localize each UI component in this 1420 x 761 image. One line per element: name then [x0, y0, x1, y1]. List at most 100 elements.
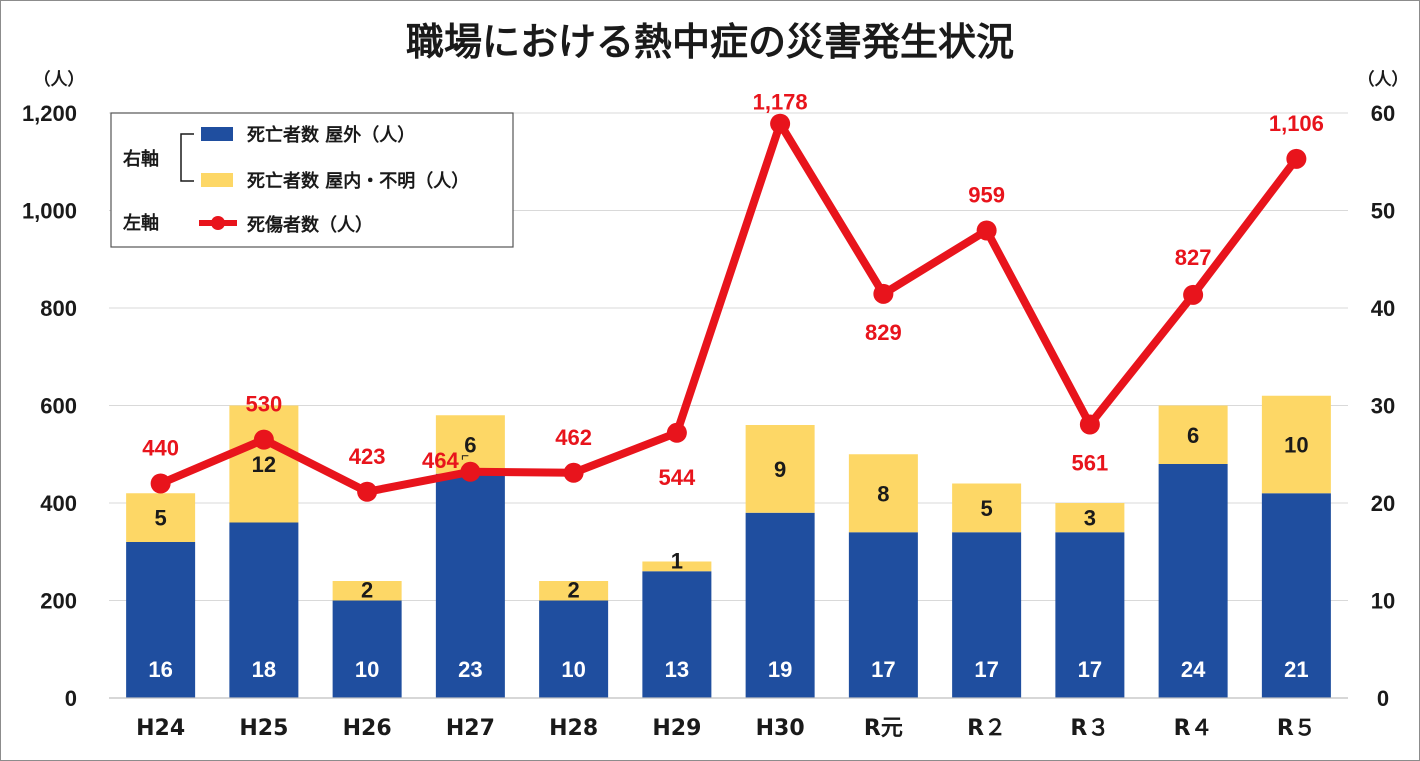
- data-label-indoor: 5: [155, 506, 167, 531]
- data-label-indoor: 3: [1084, 506, 1096, 531]
- data-label-indoor: 2: [361, 578, 373, 603]
- data-label-outdoor: 17: [1078, 657, 1102, 682]
- data-label-indoor: 5: [981, 496, 993, 521]
- left-axis-unit: （人）: [34, 69, 85, 90]
- line-casualties: [159, 119, 1300, 496]
- bar-outdoor: [848, 532, 918, 698]
- bar-indoor: [539, 581, 609, 601]
- bar-indoor: [848, 454, 918, 533]
- category-label: R２: [967, 716, 1006, 741]
- data-label-outdoor: 23: [458, 657, 482, 682]
- left-tick-label: 0: [65, 686, 77, 711]
- data-label-indoor: 8: [877, 481, 889, 506]
- line-marker: [150, 473, 171, 494]
- bar-indoor: [229, 405, 299, 523]
- line-layer: [150, 113, 1307, 502]
- bar-outdoor: [435, 473, 505, 698]
- legend-group-left-axis: 左軸: [123, 212, 159, 234]
- line-marker: [770, 113, 791, 134]
- bar-indoor: [332, 581, 402, 601]
- data-label-casualties: 1,178: [753, 90, 808, 115]
- bar-indoor: [1055, 503, 1125, 533]
- data-label-casualties: 544: [659, 465, 696, 490]
- line-marker: [357, 481, 378, 502]
- legend-label-outdoor: 死亡者数 屋外（人）: [247, 124, 415, 146]
- bar-outdoor: [952, 532, 1022, 698]
- category-label: R４: [1174, 716, 1213, 741]
- bar-layer: [126, 395, 1331, 698]
- data-label-outdoor: 10: [355, 657, 379, 682]
- line-marker: [1183, 284, 1204, 305]
- line-marker: [1079, 414, 1100, 435]
- legend-bracket: [180, 133, 194, 182]
- data-label-outdoor: 10: [561, 657, 585, 682]
- category-label: H29: [652, 716, 701, 741]
- data-label-casualties: 829: [865, 320, 902, 345]
- bar-outdoor: [126, 542, 196, 698]
- data-label-indoor: 12: [252, 452, 276, 477]
- data-label-indoor: 10: [1284, 433, 1308, 458]
- legend-label-casualties: 死傷者数（人）: [247, 214, 373, 236]
- label-leader-line: [461, 455, 469, 460]
- data-label-casualties: 530: [246, 392, 283, 417]
- bar-indoor: [745, 425, 815, 513]
- legend-label-indoor: 死亡者数 屋内・不明（人）: [247, 170, 469, 192]
- data-label-indoor: 6: [464, 433, 476, 458]
- right-tick-label: 20: [1371, 491, 1395, 516]
- legend-group-right-axis: 右軸: [123, 148, 159, 170]
- data-label-outdoor: 13: [665, 657, 689, 682]
- data-label-casualties: 423: [349, 444, 386, 469]
- legend-swatch-outdoor: [201, 127, 233, 141]
- category-label: R元: [864, 716, 903, 741]
- bar-indoor: [642, 561, 712, 572]
- legend: 右軸 死亡者数 屋外（人） 死亡者数 屋内・不明（人） 左軸 死傷者数（人）: [110, 112, 514, 248]
- data-label-casualties: 462: [555, 425, 592, 450]
- line-marker: [563, 462, 584, 483]
- bar-outdoor: [642, 571, 712, 698]
- right-tick-label: 50: [1371, 199, 1395, 224]
- right-tick-label: 10: [1371, 589, 1395, 614]
- bar-indoor: [952, 483, 1022, 533]
- bar-outdoor: [229, 522, 299, 698]
- right-axis-unit: （人）: [1358, 69, 1409, 90]
- data-label-casualties: 440: [142, 436, 179, 461]
- left-tick-label: 400: [40, 491, 77, 516]
- line-marker: [253, 429, 274, 450]
- bar-outdoor: [1261, 493, 1331, 698]
- data-label-outdoor: 16: [148, 657, 172, 682]
- left-tick-label: 800: [40, 296, 77, 321]
- data-label-outdoor: 21: [1284, 657, 1308, 682]
- bar-outdoor: [332, 600, 402, 698]
- category-label: R５: [1277, 716, 1316, 741]
- right-tick-label: 60: [1371, 101, 1395, 126]
- axis-layer: 0 200 400 600 800 1,000 1,200 0 10 20 30 40 50 60 H24 H…: [22, 101, 1395, 741]
- category-label: H26: [343, 716, 392, 741]
- category-label: H30: [756, 716, 805, 741]
- data-label-outdoor: 17: [974, 657, 998, 682]
- line-marker: [460, 461, 481, 482]
- label-layer: 16 5 18 12 10 2 23 6 10 2 13 1 19 9 17 8 17 5 17 3 24 6 21 10 44…: [142, 90, 1324, 682]
- category-label: R３: [1070, 716, 1109, 741]
- left-tick-label: 600: [40, 394, 77, 419]
- bar-outdoor: [1158, 464, 1228, 698]
- category-label: H24: [136, 716, 185, 741]
- left-tick-label: 1,000: [22, 199, 77, 224]
- line-marker: [873, 283, 894, 304]
- right-tick-label: 0: [1377, 686, 1389, 711]
- data-label-outdoor: 24: [1181, 657, 1206, 682]
- line-marker: [1286, 148, 1307, 169]
- data-label-casualties: 561: [1072, 451, 1109, 476]
- legend-swatch-marker: [211, 216, 225, 230]
- left-tick-label: 200: [40, 589, 77, 614]
- data-label-outdoor: 19: [768, 657, 792, 682]
- bar-outdoor: [539, 600, 609, 698]
- data-label-outdoor: 17: [871, 657, 895, 682]
- data-label-casualties: 1,106: [1269, 111, 1324, 136]
- bar-outdoor: [745, 512, 815, 698]
- line-marker: [666, 422, 687, 443]
- data-label-indoor: 2: [568, 578, 580, 603]
- right-tick-label: 40: [1371, 296, 1395, 321]
- bar-indoor: [1158, 405, 1228, 464]
